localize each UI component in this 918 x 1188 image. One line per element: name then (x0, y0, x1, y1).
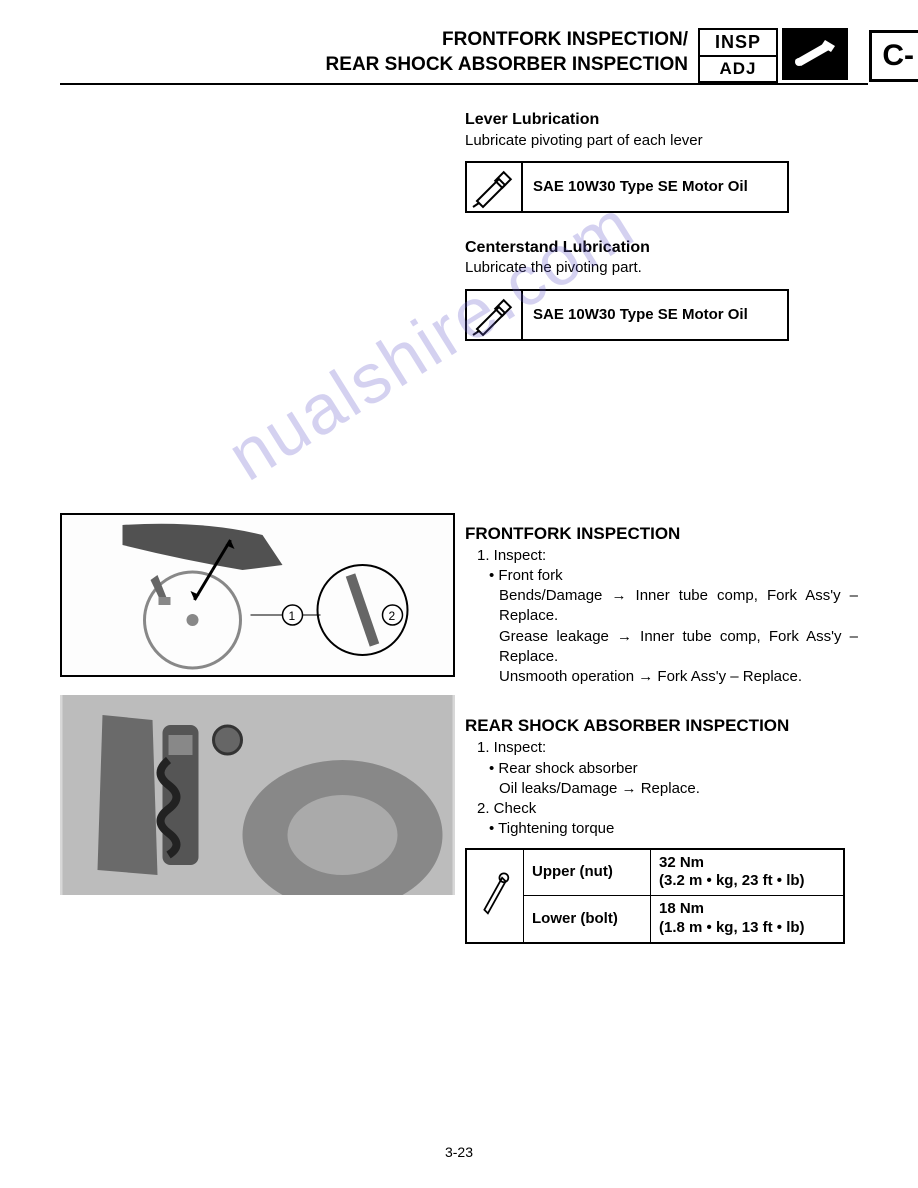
lever-text: Lubricate pivoting part of each lever (465, 131, 858, 151)
lever-oil-box: SAE 10W30 Type SE Motor Oil (465, 161, 789, 213)
rearshock-bullet1: • Rear shock absorber (465, 759, 858, 779)
torque-row1-label: Upper (nut) (524, 849, 651, 896)
svg-text:2: 2 (389, 609, 396, 623)
centerstand-oil-text: SAE 10W30 Type SE Motor Oil (523, 305, 748, 325)
torque-row1-val-a: 32 Nm (659, 854, 704, 871)
rearshock-heading: REAR SHOCK ABSORBER INSPECTION (465, 715, 858, 738)
lever-heading: Lever Lubrication (465, 109, 858, 131)
lever-oil-text: SAE 10W30 Type SE Motor Oil (523, 177, 748, 197)
torque-row2-value: 18 Nm (1.8 m • kg, 13 ft • lb) (651, 896, 845, 943)
frontfork-heading: FRONTFORK INSPECTION (465, 523, 858, 546)
svg-text:1: 1 (289, 609, 296, 623)
frontfork-line2: Grease leakage → Inner tube comp, Fork A… (465, 627, 858, 668)
adj-label: ADJ (700, 57, 776, 81)
centerstand-oil-box: SAE 10W30 Type SE Motor Oil (465, 289, 789, 341)
frontfork-bullet1: • Front fork (465, 566, 858, 586)
torque-row2-label: Lower (bolt) (524, 896, 651, 943)
rearshock-step1: 1. Inspect: (465, 738, 858, 758)
frontfork-step1: 1. Inspect: (465, 546, 858, 566)
torque-row1-val-b: (3.2 m • kg, 23 ft • lb) (659, 872, 805, 889)
centerstand-text: Lubricate the pivoting part. (465, 258, 858, 278)
page-number: 3-23 (0, 1144, 918, 1160)
insp-adj-box: INSP ADJ (698, 28, 778, 83)
centerstand-heading: Centerstand Lubrication (465, 237, 858, 259)
oil-can-icon (467, 163, 523, 211)
torque-row2-val-b: (1.8 m • kg, 13 ft • lb) (659, 919, 805, 936)
torque-table: Upper (nut) 32 Nm (3.2 m • kg, 23 ft • l… (465, 848, 845, 944)
rearshock-photo (60, 695, 455, 895)
page-header: FRONTFORK INSPECTION/ REAR SHOCK ABSORBE… (60, 0, 868, 85)
rearshock-line1: Oil leaks/Damage → Replace. (465, 779, 858, 799)
rearshock-bullet2: • Tightening torque (465, 819, 858, 839)
torque-row1-value: 32 Nm (3.2 m • kg, 23 ft • lb) (651, 849, 845, 896)
header-title-block: FRONTFORK INSPECTION/ REAR SHOCK ABSORBE… (60, 28, 696, 77)
wrench-icon (782, 28, 848, 80)
frontfork-line3: Unsmooth operation → Fork Ass'y – Replac… (465, 667, 858, 687)
header-title-line1: FRONTFORK INSPECTION/ (60, 28, 688, 53)
frontfork-diagram: 1 2 (60, 513, 455, 677)
insp-label: INSP (700, 30, 776, 57)
header-title-line2: REAR SHOCK ABSORBER INSPECTION (60, 53, 688, 78)
corner-section-label: C- (869, 30, 918, 82)
torque-wrench-icon (466, 849, 524, 943)
oil-can-icon (467, 291, 523, 339)
rearshock-step2: 2. Check (465, 799, 858, 819)
torque-row2-val-a: 18 Nm (659, 900, 704, 917)
frontfork-line1: Bends/Damage → Inner tube comp, Fork Ass… (465, 586, 858, 627)
